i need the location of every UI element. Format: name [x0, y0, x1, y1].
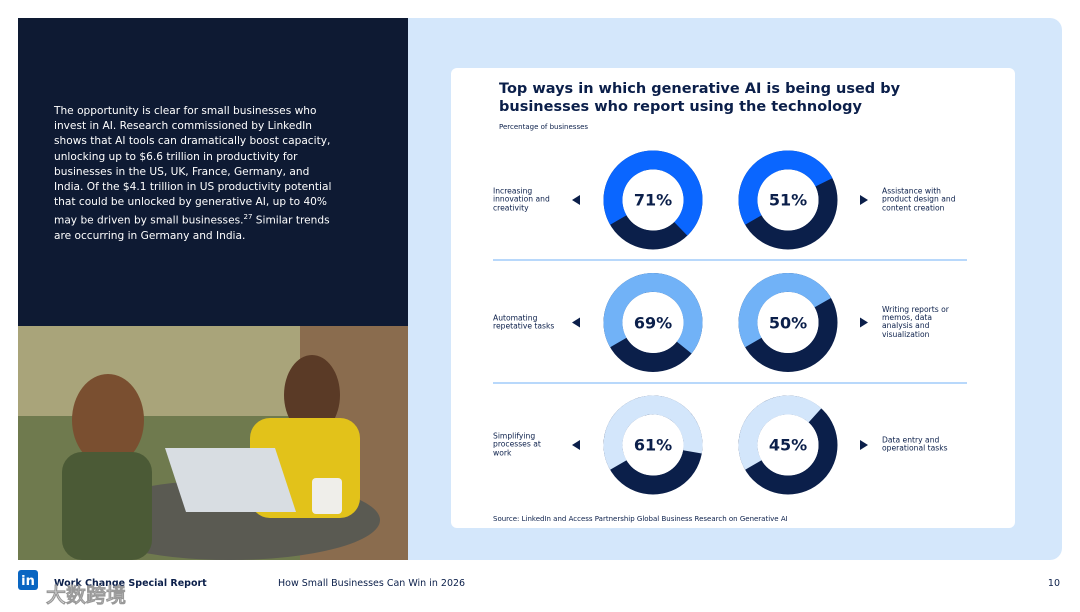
category-label: Writing reports or memos, data analysis …: [882, 304, 949, 339]
value-label: 61%: [633, 435, 673, 455]
category-label: Assistance with product design and conte…: [882, 186, 956, 213]
chart-subtitle: Percentage of businesses: [499, 123, 588, 131]
watermark: 大数跨境: [46, 583, 126, 607]
footer-report: Work Change Special Report: [54, 578, 207, 589]
donut-center: [622, 292, 684, 353]
donut-center: [757, 169, 819, 231]
photo: [18, 326, 408, 560]
value-label: 51%: [768, 190, 808, 210]
donut-arc: [738, 395, 838, 495]
donut-center: [757, 414, 819, 476]
chart-source: Source: LinkedIn and Access Partnership …: [493, 515, 788, 523]
category-label: Simplifying processes at work: [493, 431, 541, 458]
value-label: 45%: [768, 435, 808, 455]
pointer: [860, 440, 868, 450]
donuts: [572, 150, 868, 495]
pointer: [572, 440, 580, 450]
donut-center: [622, 414, 684, 476]
category-label: Automating repetative tasks: [493, 313, 555, 331]
body-text: The opportunity is clear for small busin…: [54, 104, 332, 244]
donut-arc: [603, 395, 703, 495]
donut-arc: [738, 273, 838, 372]
pointer: [860, 317, 868, 328]
footer-title: How Small Businesses Can Win in 2026: [278, 578, 465, 589]
logo: in: [21, 574, 35, 589]
donut-arc: [603, 273, 703, 372]
pointer: [572, 195, 580, 205]
chart-title: businesses who report using the technolo…: [499, 99, 863, 115]
value-label: 69%: [633, 313, 673, 332]
pointer: [572, 317, 580, 328]
text-panel: [18, 18, 408, 326]
chart-title: Top ways in which generative AI is being…: [499, 81, 901, 115]
category-label: Data entry and operational tasks: [882, 435, 948, 453]
pointer: [860, 195, 868, 205]
body-text: The opportunity is clear for small busin…: [54, 105, 332, 227]
category-label: Increasing innovation and creativity: [493, 186, 550, 213]
page-number: 10: [1048, 578, 1060, 589]
footnote-ref: 27: [243, 213, 253, 222]
chart-title: Top ways in which generative AI is being…: [499, 81, 901, 97]
donut-center: [757, 292, 819, 353]
chart-card: [451, 68, 1015, 528]
donut-center: [622, 169, 684, 231]
value-label: 71%: [633, 190, 673, 210]
value-label: 50%: [768, 313, 808, 332]
logo-box: [18, 570, 38, 590]
body-text: Similar trends are occurring in Germany …: [54, 214, 330, 243]
